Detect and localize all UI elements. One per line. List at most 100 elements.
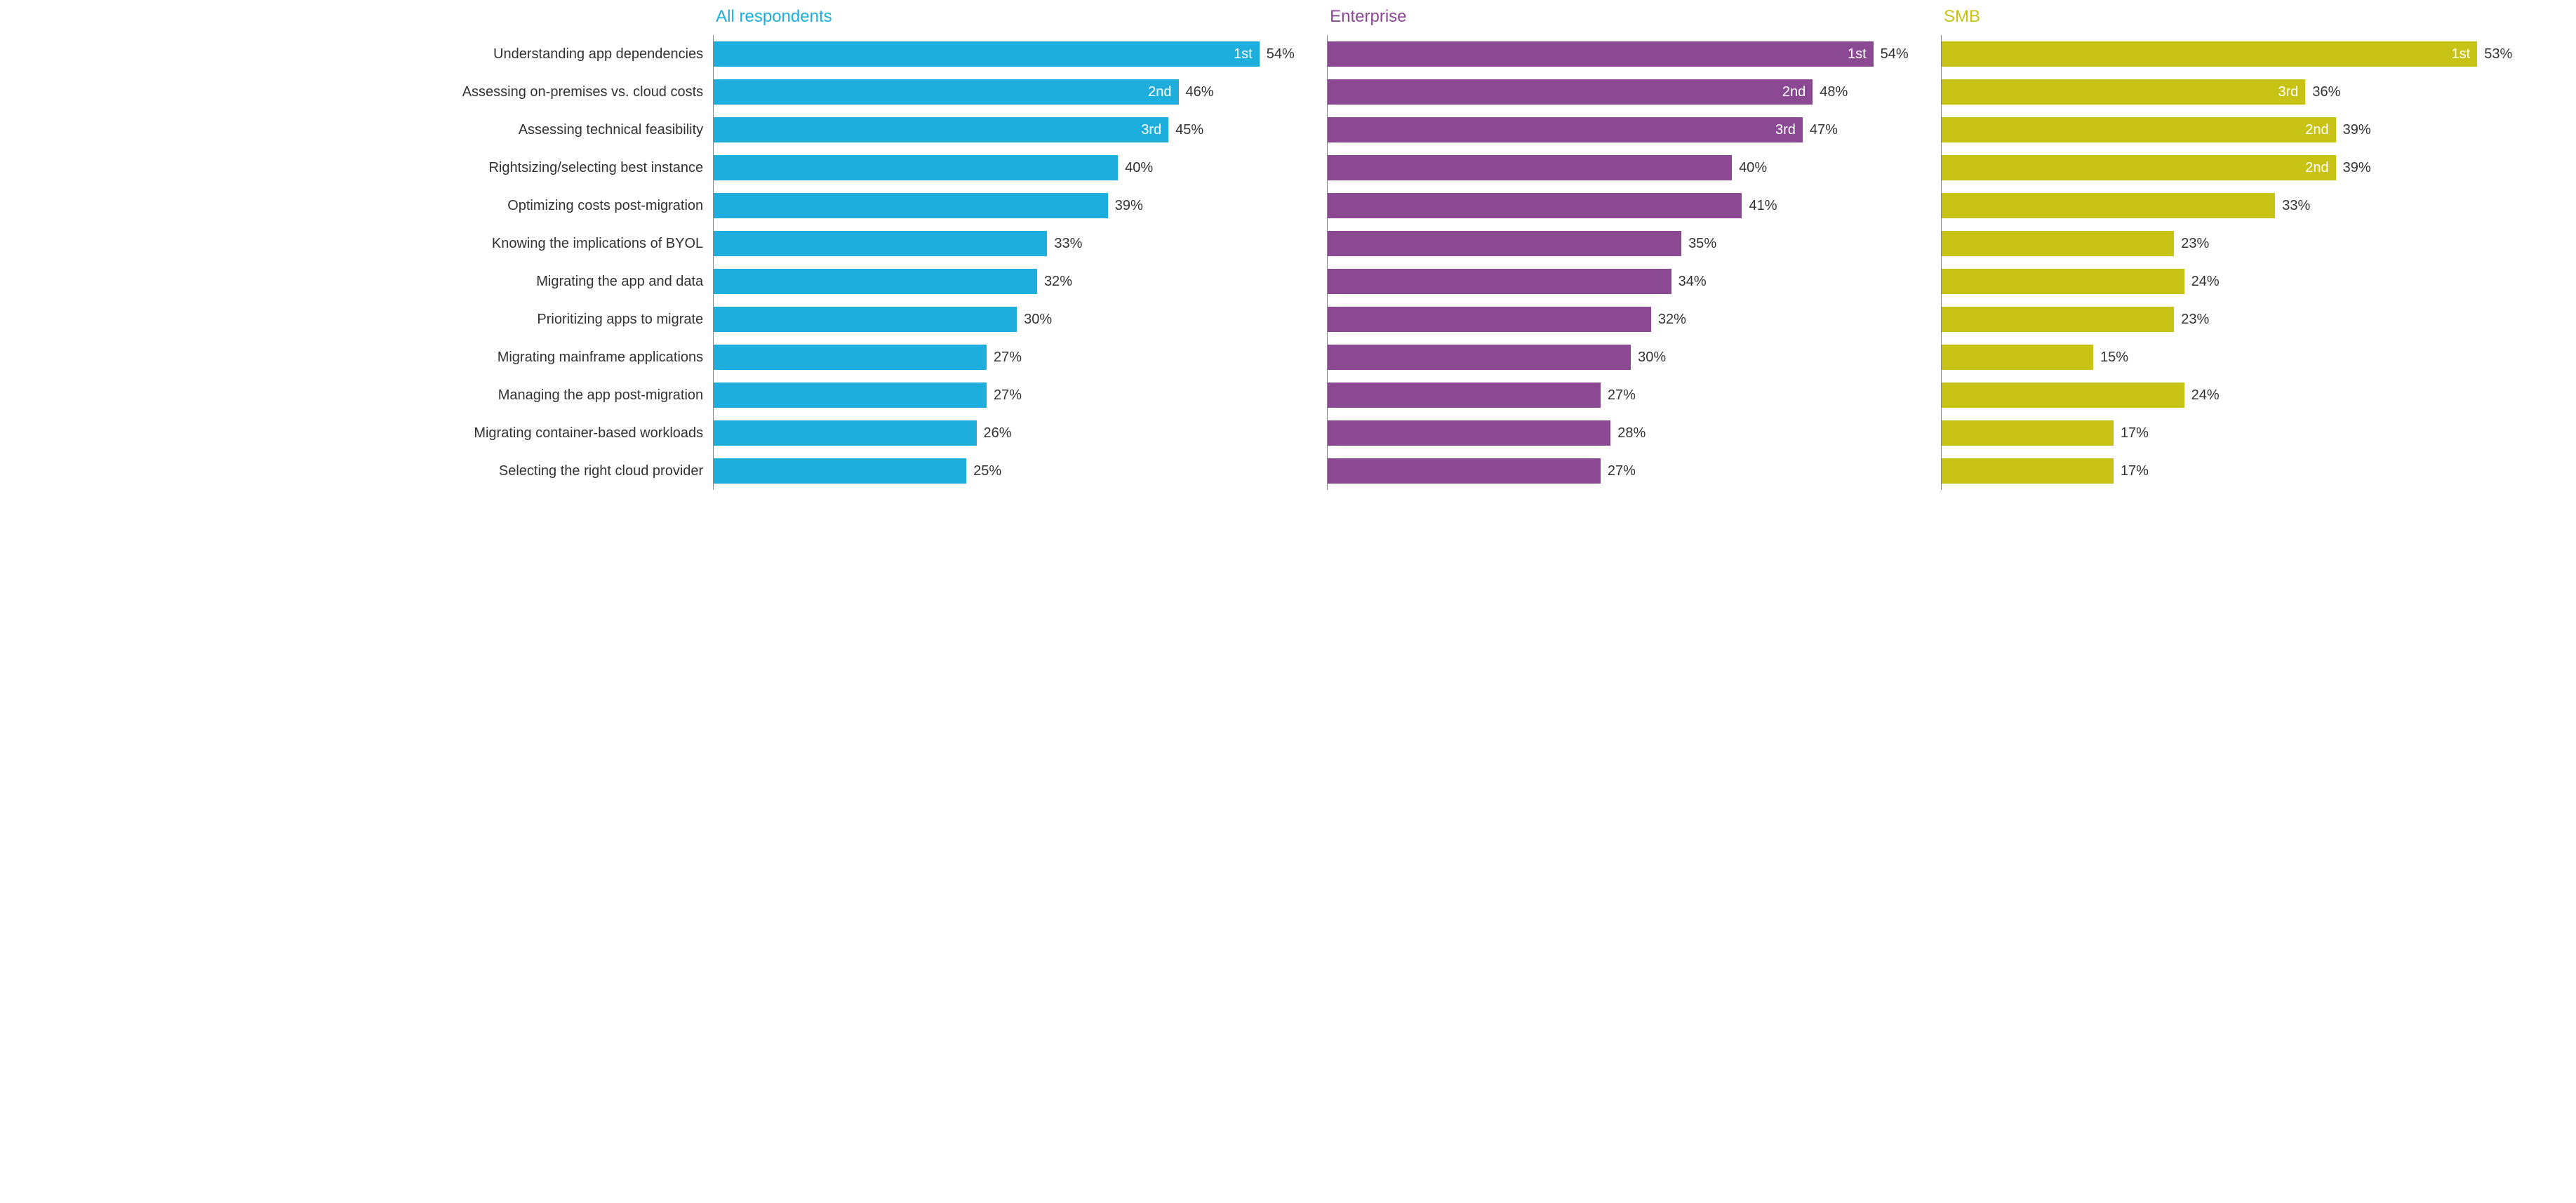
bar-value-label: 46% <box>1179 84 1214 100</box>
bar-rank-label: 1st <box>1848 46 1867 62</box>
bar-value-number: 17 <box>2121 463 2136 479</box>
bar-value-number: 27 <box>994 387 1009 403</box>
bar-value-label: 40% <box>1732 160 1767 176</box>
chart-row: Assessing technical feasibility3rd45%3rd… <box>7 111 2555 149</box>
bar-value-label: 33% <box>1047 236 1082 252</box>
bar-value-label: 26% <box>977 425 1012 441</box>
bar-value-number: 46 <box>1186 84 1201 100</box>
bar-value-number: 32 <box>1044 274 1060 289</box>
bar <box>1942 269 2184 294</box>
bar-value-number: 24 <box>2191 274 2207 289</box>
bar <box>714 420 976 446</box>
chart-row: Selecting the right cloud provider25%27%… <box>7 452 2555 490</box>
percent-sign: % <box>2328 84 2341 100</box>
percent-sign: % <box>1836 84 1848 100</box>
percent-sign: % <box>1070 236 1083 251</box>
percent-sign: % <box>1623 387 1636 403</box>
percent-sign: % <box>1896 46 1909 62</box>
bar-value-number: 36 <box>2312 84 2328 100</box>
bar: 2nd <box>1328 79 1813 105</box>
bar-cell-enterprise: 27% <box>1327 452 1941 490</box>
bar-value-label: 45% <box>1168 122 1203 138</box>
bar-cell-smb: 23% <box>1941 300 2555 338</box>
bar <box>1328 345 1631 370</box>
bar <box>1328 420 1610 446</box>
percent-sign: % <box>1694 274 1707 289</box>
bar-value-label: 24% <box>2184 387 2220 404</box>
bar-value-label: 33% <box>2275 198 2310 214</box>
chart-row: Knowing the implications of BYOL33%35%23… <box>7 225 2555 262</box>
chart-row: Managing the app post-migration27%27%24% <box>7 376 2555 414</box>
bar <box>1942 307 2174 332</box>
bar-value-label: 32% <box>1037 274 1072 290</box>
bar-cell-enterprise: 30% <box>1327 338 1941 376</box>
category-label: Migrating container-based workloads <box>7 425 713 441</box>
bar-value-label: 54% <box>1874 46 1909 62</box>
bar-value-label: 34% <box>1671 274 1707 290</box>
percent-sign: % <box>2358 122 2371 138</box>
bar-value-label: 41% <box>1742 198 1777 214</box>
bar-value-number: 40 <box>1739 160 1754 175</box>
bar-cell-all: 33% <box>713 225 1327 262</box>
series-title-all: All respondents <box>713 7 1327 35</box>
bar-value-number: 33 <box>2282 198 2297 213</box>
category-label: Knowing the implications of BYOL <box>7 236 713 252</box>
percent-sign: % <box>1825 122 1838 138</box>
bar-value-label: 27% <box>1601 387 1636 404</box>
bar-value-label: 25% <box>966 463 1001 479</box>
bar-value-number: 30 <box>1638 350 1653 365</box>
bar <box>714 345 987 370</box>
percent-sign: % <box>1201 84 1214 100</box>
percent-sign: % <box>2207 387 2220 403</box>
bar-cell-all: 30% <box>713 300 1327 338</box>
percent-sign: % <box>1009 387 1022 403</box>
percent-sign: % <box>1039 312 1052 327</box>
bar-value-label: 39% <box>2336 122 2371 138</box>
chart-row: Assessing on-premises vs. cloud costs2nd… <box>7 73 2555 111</box>
bar <box>1328 155 1732 180</box>
bar-cell-smb: 3rd36% <box>1941 73 2555 111</box>
bar-value-number: 15 <box>2100 350 2116 365</box>
bar-value-number: 39 <box>1115 198 1130 213</box>
percent-sign: % <box>1634 425 1646 441</box>
bar-rank-label: 3rd <box>1141 122 1161 138</box>
bar-value-number: 48 <box>1820 84 1835 100</box>
bar-cell-enterprise: 41% <box>1327 187 1941 225</box>
bar <box>1942 231 2174 256</box>
bar: 1st <box>1328 41 1874 67</box>
bar-rank-label: 1st <box>1234 46 1253 62</box>
chart-row: Migrating mainframe applications27%30%15… <box>7 338 2555 376</box>
category-label: Assessing technical feasibility <box>7 122 713 138</box>
bar-cell-smb: 23% <box>1941 225 2555 262</box>
bar-cell-all: 3rd 45% <box>713 111 1327 149</box>
bar <box>714 383 987 408</box>
chart-row: Optimizing costs post-migration39%41%33% <box>7 187 2555 225</box>
bar <box>714 307 1017 332</box>
bar-value-label: 32% <box>1651 312 1686 328</box>
bar-value-number: 41 <box>1749 198 1764 213</box>
percent-sign: % <box>2136 463 2149 479</box>
category-label: Managing the app post-migration <box>7 387 713 404</box>
series-title-enterprise: Enterprise <box>1327 7 1941 35</box>
category-label: Migrating mainframe applications <box>7 350 713 366</box>
bar-value-number: 30 <box>1024 312 1039 327</box>
bar-value-label: 40% <box>1118 160 1153 176</box>
bar-cell-smb: 17% <box>1941 414 2555 452</box>
chart-header-row: All respondentsEnterpriseSMB <box>7 7 2555 35</box>
bar-cell-smb: 24% <box>1941 262 2555 300</box>
percent-sign: % <box>989 463 1001 479</box>
series-title-smb: SMB <box>1941 7 2555 35</box>
header-spacer <box>7 17 713 25</box>
bar-value-number: 23 <box>2181 312 2196 327</box>
bar <box>1328 458 1601 484</box>
percent-sign: % <box>2136 425 2149 441</box>
percent-sign: % <box>2116 350 2128 365</box>
bar-cell-enterprise: 28% <box>1327 414 1941 452</box>
bar <box>1328 383 1601 408</box>
bar-cell-enterprise: 3rd47% <box>1327 111 1941 149</box>
bar: 2nd <box>1942 155 2336 180</box>
bar-value-label: 24% <box>2184 274 2220 290</box>
bar <box>1942 383 2184 408</box>
bar-value-label: 30% <box>1631 350 1666 366</box>
percent-sign: % <box>1060 274 1072 289</box>
